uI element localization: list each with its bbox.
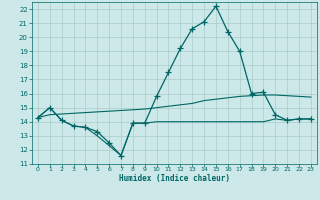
X-axis label: Humidex (Indice chaleur): Humidex (Indice chaleur) — [119, 174, 230, 183]
